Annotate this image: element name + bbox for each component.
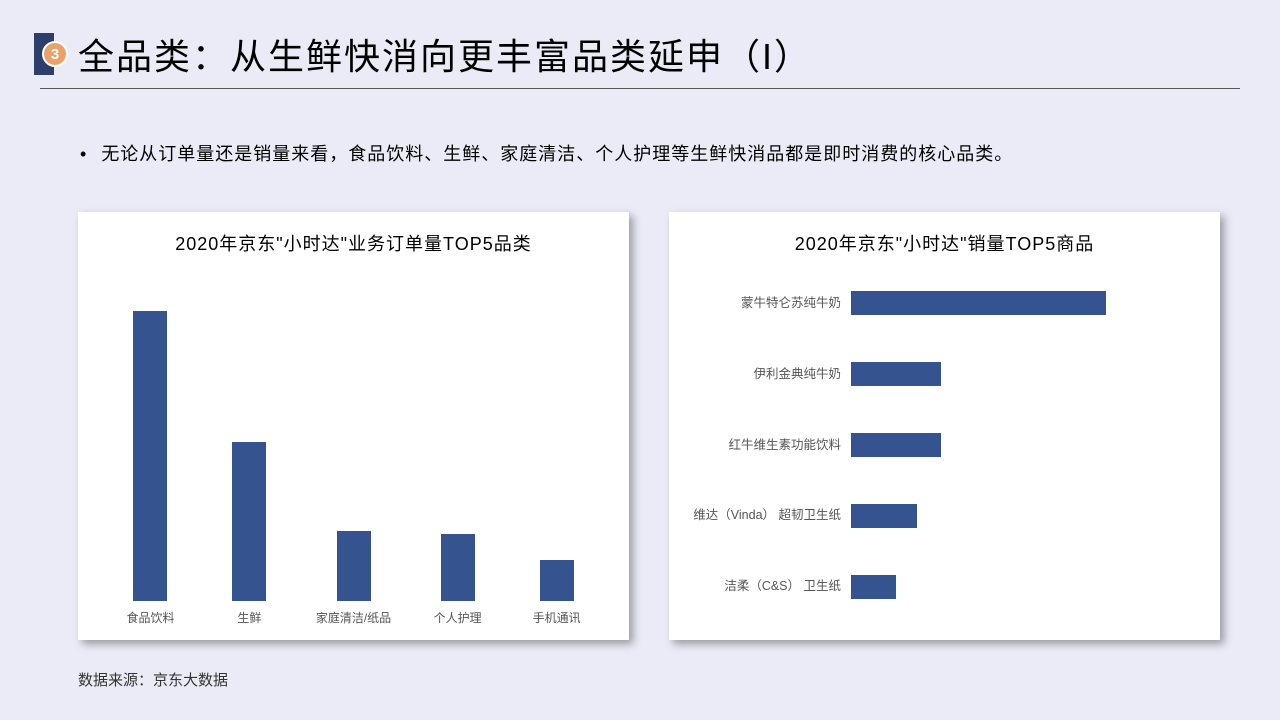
vbar-label: 生鲜	[237, 609, 261, 626]
hbar-track	[851, 354, 1178, 394]
section-number-badge: 3	[42, 41, 68, 67]
hbar-label: 红牛维生素功能饮料	[691, 437, 851, 454]
left-chart-plot: 食品饮料 生鲜 家庭清洁/纸品 个人护理 手机通讯	[100, 264, 607, 626]
hbar-label: 蒙牛特仑苏纯牛奶	[691, 295, 851, 312]
right-chart-plot: 蒙牛特仑苏纯牛奶伊利金典纯牛奶红牛维生素功能饮料维达（Vinda） 超韧卫生纸洁…	[691, 264, 1198, 626]
vbar-bar	[441, 534, 475, 601]
hbar-row: 红牛维生素功能饮料	[691, 425, 1178, 465]
hbar-row: 蒙牛特仑苏纯牛奶	[691, 283, 1178, 323]
vbar-bar	[232, 442, 266, 602]
hbar-track	[851, 425, 1178, 465]
source-note: 数据来源：京东大数据	[78, 669, 228, 690]
right-chart-title: 2020年京东"小时达"销量TOP5商品	[691, 230, 1198, 256]
hbar-bar	[851, 433, 941, 457]
title-row: 3 全品类：从生鲜快消向更丰富品类延申（I）	[34, 28, 1240, 80]
hbar-track	[851, 496, 1178, 536]
hbar-bar	[851, 575, 896, 599]
charts-area: 2020年京东"小时达"业务订单量TOP5品类 食品饮料 生鲜 家庭清洁/纸品 个人护…	[78, 212, 1220, 640]
vbar-label: 家庭清洁/纸品	[316, 609, 391, 626]
vbar-column: 生鲜	[217, 442, 282, 627]
vbar-bar	[133, 311, 167, 601]
hbar-bar	[851, 362, 941, 386]
vbar-column: 手机通讯	[524, 560, 589, 626]
page-title: 全品类：从生鲜快消向更丰富品类延申（I）	[78, 28, 812, 80]
hbar-bar	[851, 504, 917, 528]
vbar-label: 手机通讯	[533, 609, 581, 626]
left-chart-card: 2020年京东"小时达"业务订单量TOP5品类 食品饮料 生鲜 家庭清洁/纸品 个人护…	[78, 212, 629, 640]
vbar-column: 家庭清洁/纸品	[316, 531, 391, 626]
hbar-row: 维达（Vinda） 超韧卫生纸	[691, 496, 1178, 536]
hbar-track	[851, 283, 1178, 323]
vbar-label: 个人护理	[434, 609, 482, 626]
hbar-label: 洁柔（C&S） 卫生纸	[691, 578, 851, 595]
title-underline	[40, 88, 1240, 89]
hbar-label: 伊利金典纯牛奶	[691, 366, 851, 383]
vbar-bar	[337, 531, 371, 601]
vbar-label: 食品饮料	[126, 609, 174, 626]
hbar-row: 洁柔（C&S） 卫生纸	[691, 567, 1178, 607]
hbar-label: 维达（Vinda） 超韧卫生纸	[691, 507, 851, 524]
right-chart-card: 2020年京东"小时达"销量TOP5商品 蒙牛特仑苏纯牛奶伊利金典纯牛奶红牛维生…	[669, 212, 1220, 640]
vbar-bar	[540, 560, 574, 601]
vbar-column: 食品饮料	[118, 311, 183, 626]
hbar-row: 伊利金典纯牛奶	[691, 354, 1178, 394]
left-chart-title: 2020年京东"小时达"业务订单量TOP5品类	[100, 230, 607, 256]
bullet-text: 无论从订单量还是销量来看，食品饮料、生鲜、家庭清洁、个人护理等生鲜快消品都是即时…	[80, 140, 1220, 166]
vbar-column: 个人护理	[425, 534, 490, 626]
hbar-bar	[851, 291, 1106, 315]
hbar-track	[851, 567, 1178, 607]
